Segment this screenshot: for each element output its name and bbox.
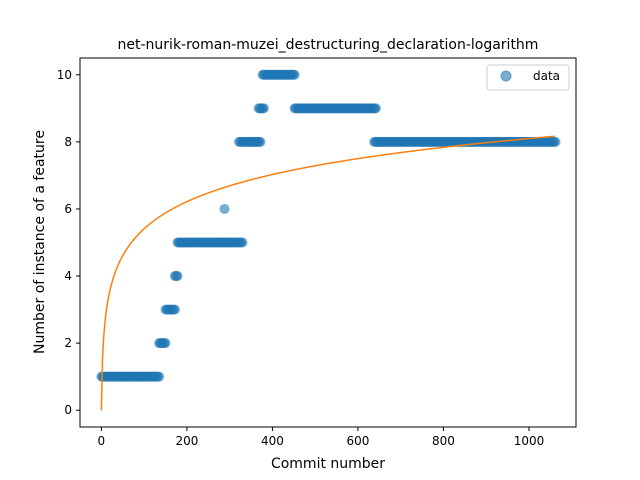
x-axis-label: Commit number [271,456,385,472]
x-tick-label: 0 [98,434,106,448]
data-point [169,304,180,315]
x-tick-label: 800 [432,434,455,448]
data-point [172,271,183,282]
data-point [255,136,266,147]
x-axis: 0 200 400 600 800 1000 [98,427,545,448]
x-tick-label: 1000 [514,434,545,448]
y-axis: 0 2 4 6 8 10 [57,68,80,417]
chart-title: net-nurik-roman-muzei_destructuring_decl… [118,37,539,53]
data-point [219,203,230,214]
data-point [370,103,381,114]
x-tick-label: 400 [261,434,284,448]
y-tick-label: 10 [57,68,72,82]
y-tick-label: 8 [64,135,72,149]
data-point [258,103,269,114]
plot-frame [79,57,577,428]
data-point [289,69,300,80]
y-tick-label: 0 [64,403,72,417]
y-axis-label: Number of instance of a feature [32,130,48,354]
plot-area [96,69,561,411]
y-tick-label: 2 [64,336,72,350]
x-tick-label: 600 [346,434,369,448]
fit-line [100,135,555,411]
data-point [160,338,171,349]
x-tick-label: 200 [175,434,198,448]
legend-marker-data [500,70,512,82]
y-tick-label: 4 [64,269,72,283]
legend: data [486,64,570,91]
data-points [96,69,561,382]
data-point [154,371,165,382]
legend-label-data: data [533,69,560,83]
y-tick-label: 6 [64,202,72,216]
data-point [550,136,561,147]
data-point [237,237,248,248]
